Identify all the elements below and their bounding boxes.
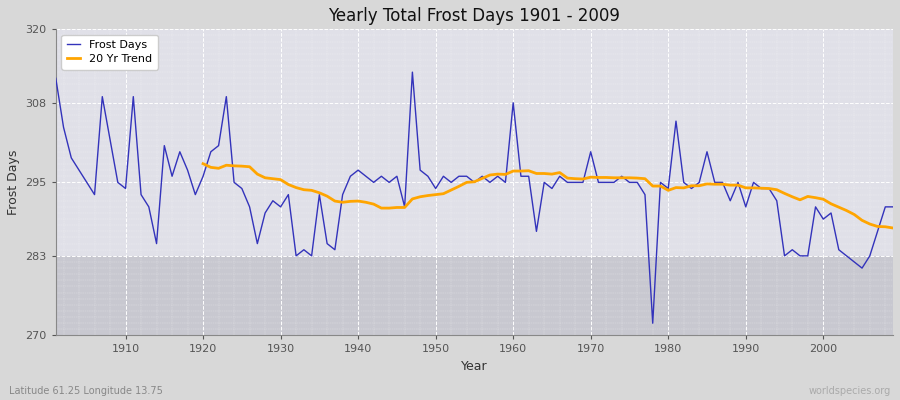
Line: 20 Yr Trend: 20 Yr Trend xyxy=(203,164,893,228)
Y-axis label: Frost Days: Frost Days xyxy=(7,150,20,215)
Legend: Frost Days, 20 Yr Trend: Frost Days, 20 Yr Trend xyxy=(61,35,158,70)
Frost Days xyxy=(887,204,898,209)
20 Yr Trend xyxy=(887,226,898,230)
20 Yr Trend xyxy=(407,196,418,201)
20 Yr Trend xyxy=(771,187,782,192)
Frost Days xyxy=(329,247,340,252)
20 Yr Trend xyxy=(857,218,868,223)
X-axis label: Year: Year xyxy=(461,360,488,373)
20 Yr Trend xyxy=(679,186,689,190)
Frost Days xyxy=(516,174,526,179)
Line: Frost Days: Frost Days xyxy=(56,72,893,323)
Text: worldspecies.org: worldspecies.org xyxy=(809,386,891,396)
Frost Days xyxy=(647,321,658,326)
Frost Days xyxy=(112,180,123,185)
Frost Days xyxy=(508,100,518,105)
Frost Days xyxy=(608,180,619,185)
Bar xyxy=(56,256,893,336)
Frost Days xyxy=(50,76,61,81)
20 Yr Trend xyxy=(787,194,797,199)
20 Yr Trend xyxy=(291,185,302,190)
20 Yr Trend xyxy=(198,161,209,166)
Frost Days xyxy=(283,192,293,197)
Frost Days xyxy=(407,70,418,74)
Title: Yearly Total Frost Days 1901 - 2009: Yearly Total Frost Days 1901 - 2009 xyxy=(328,7,620,25)
Text: Latitude 61.25 Longitude 13.75: Latitude 61.25 Longitude 13.75 xyxy=(9,386,163,396)
